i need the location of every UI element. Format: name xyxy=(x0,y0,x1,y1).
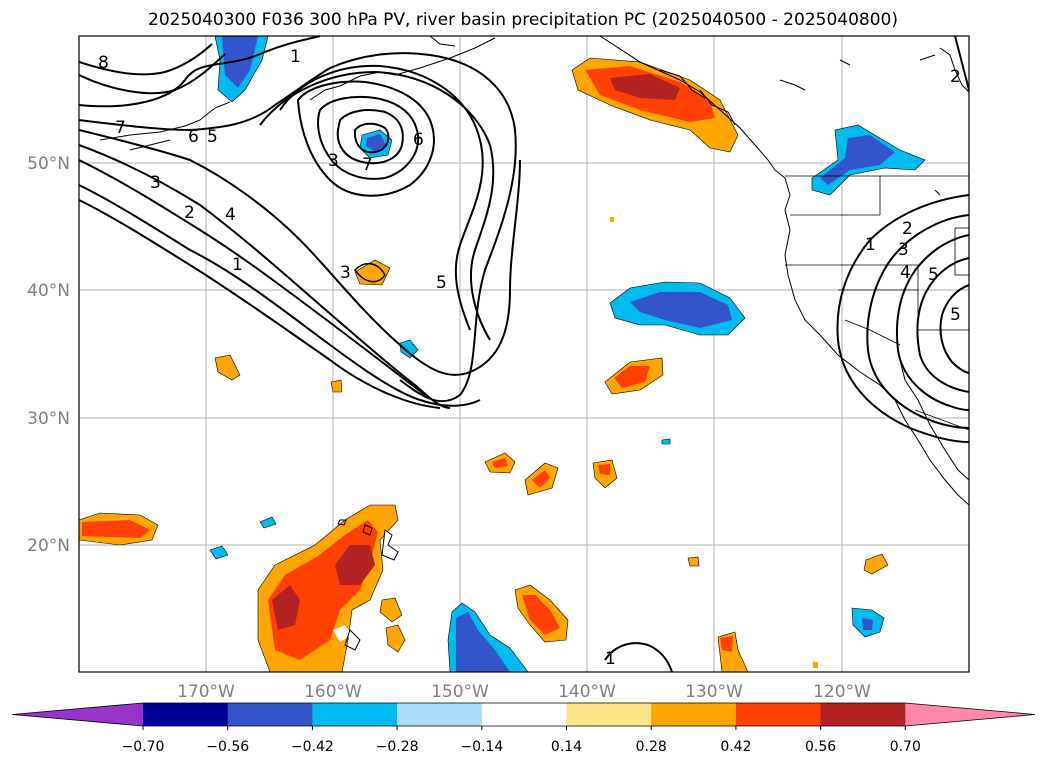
contour-label: 5 xyxy=(950,305,961,325)
contour-label: 7 xyxy=(362,155,373,175)
lat-label: 50°N xyxy=(27,154,70,174)
pv-contours xyxy=(79,36,969,672)
lon-label: 140°W xyxy=(558,682,616,702)
colorbar-tick-label: 0.42 xyxy=(720,739,751,755)
lat-label: 30°N xyxy=(27,409,70,429)
latitude-labels: 50°N 40°N 30°N 20°N xyxy=(27,154,70,556)
contour-label: 4 xyxy=(900,263,911,283)
lon-label: 120°W xyxy=(813,682,871,702)
colorbar-extend-low xyxy=(12,703,143,726)
colorbar-segment xyxy=(820,703,906,726)
contour-label: 1 xyxy=(232,255,243,275)
colorbar-tick-label: 0.14 xyxy=(551,739,582,755)
colorbar-tick-label: −0.56 xyxy=(206,739,249,755)
contour-label: 1 xyxy=(865,235,876,255)
colorbar-segment xyxy=(397,703,483,726)
precip-negative-anomalies xyxy=(209,36,926,672)
lat-label: 40°N xyxy=(27,281,70,301)
colorbar: −0.70 −0.56 −0.42 −0.28 −0.14 0.14 0.28 0.42 0.5… xyxy=(11,702,1036,755)
lon-label: 130°W xyxy=(685,682,743,702)
contour-label: 7 xyxy=(115,118,126,138)
lon-label: 170°W xyxy=(177,682,235,702)
contour-label: 5 xyxy=(928,265,939,285)
precip-blob-12n-150w xyxy=(447,602,529,672)
contour-label: 6 xyxy=(188,127,199,147)
colorbar-segment xyxy=(735,703,822,726)
lon-label: 160°W xyxy=(304,682,362,702)
map-frame xyxy=(78,35,970,673)
contour-label: 8 xyxy=(98,53,109,73)
colorbar-extend-high xyxy=(905,703,1035,726)
contour-label: 3 xyxy=(328,151,339,171)
contour-label: 1 xyxy=(605,649,616,669)
colorbar-segment xyxy=(481,703,567,726)
colorbar-tick-label: −0.70 xyxy=(122,739,165,755)
contour-label: 2 xyxy=(184,203,195,223)
longitude-labels: 170°W 160°W 150°W 140°W 130°W 120°W xyxy=(177,682,871,702)
contour-label: 3 xyxy=(898,240,909,260)
precip-blob-35n-135w xyxy=(604,357,664,395)
precip-blob-50n-120w xyxy=(811,124,926,196)
contour-label: 5 xyxy=(436,273,447,293)
colorbar-tick-label: −0.42 xyxy=(291,739,334,755)
lon-label: 150°W xyxy=(431,682,489,702)
colorbar-tick-label: 0.70 xyxy=(890,739,921,755)
contour-label: 5 xyxy=(207,127,218,147)
precip-small-blobs xyxy=(214,217,889,672)
colorbar-tick-label: −0.14 xyxy=(460,739,503,755)
contour-label: 2 xyxy=(902,219,913,239)
lat-label: 20°N xyxy=(27,536,70,556)
pv-contour-labels: 8 1 7 6 5 3 2 4 1 6 7 3 3 5 1 1 2 3 4 5 … xyxy=(98,47,961,669)
colorbar-tick-label: 0.28 xyxy=(636,739,667,755)
contour-label: 4 xyxy=(225,205,236,225)
precip-blob-40n-136w xyxy=(609,281,746,336)
colorbar-segment xyxy=(651,703,737,726)
map-panel: 8 1 7 6 5 3 2 4 1 6 7 3 3 5 1 1 2 3 4 5 … xyxy=(79,36,969,672)
map-title: 2025040300 F036 300 hPa PV, river basin … xyxy=(148,10,898,30)
precip-blob-58n-160w xyxy=(214,36,269,103)
contour-label: 3 xyxy=(150,173,161,193)
contour-label: 2 xyxy=(950,67,961,87)
contour-label: 6 xyxy=(413,130,424,150)
colorbar-tick-label: −0.28 xyxy=(376,739,419,755)
colorbar-segment xyxy=(566,703,652,726)
contour-label: 1 xyxy=(290,47,301,67)
colorbar-segment xyxy=(312,703,398,726)
colorbar-segment xyxy=(227,703,313,726)
precip-positive-anomalies xyxy=(79,57,889,672)
contour-label: 3 xyxy=(340,263,351,283)
precip-blob-hawaii xyxy=(257,504,399,672)
precip-blob-west xyxy=(79,512,159,546)
colorbar-tick-label: 0.56 xyxy=(805,739,836,755)
colorbar-segment xyxy=(143,703,229,726)
